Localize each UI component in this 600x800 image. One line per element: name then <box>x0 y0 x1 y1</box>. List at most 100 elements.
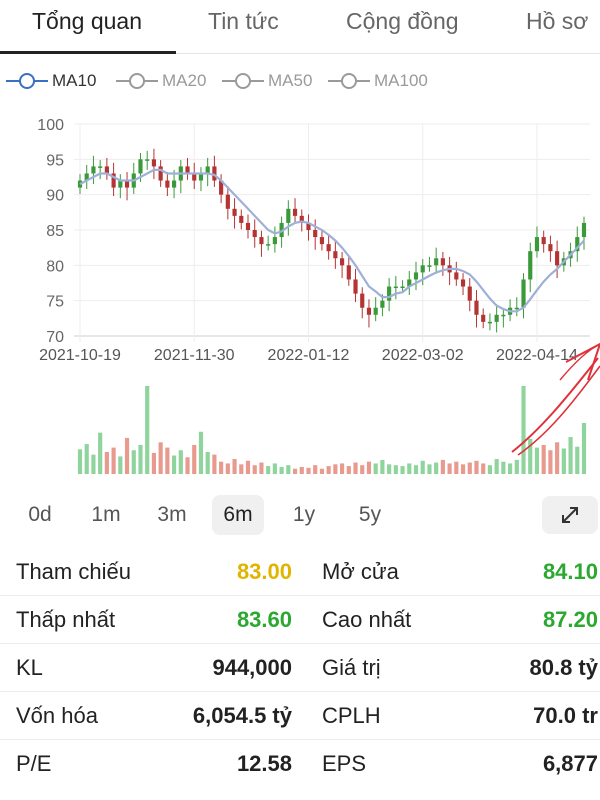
stat-open: Mở cửa 84.10 <box>322 548 598 596</box>
volume-bar <box>427 464 432 474</box>
ma20-toggle[interactable]: MA20 <box>116 64 206 98</box>
x-axis: 2021-10-19 2021-11-30 2022-01-12 2022-03-02… <box>39 347 578 364</box>
ma20-marker-icon <box>116 73 158 89</box>
volume-bar <box>407 463 412 474</box>
period-6m[interactable]: 6m <box>212 495 264 535</box>
period-1m[interactable]: 1m <box>91 503 121 526</box>
ma10-line <box>79 168 585 313</box>
candle <box>165 180 170 188</box>
candle <box>373 307 378 315</box>
candle <box>460 279 466 287</box>
candle <box>171 180 177 188</box>
volume-bar <box>245 460 251 474</box>
period-5y[interactable]: 5y <box>358 503 382 526</box>
stat-high: Cao nhất 87.20 <box>322 596 598 644</box>
candle <box>185 166 190 174</box>
volume-bar <box>561 448 566 474</box>
volume-bar <box>447 463 452 474</box>
stats-row: Thấp nhất 83.60 Cao nhất 87.20 <box>0 596 600 644</box>
volume-bar <box>171 455 177 474</box>
volume-bar <box>393 465 398 474</box>
x-tick-label: 2022-04-14 <box>496 347 578 364</box>
volume-bar <box>373 463 378 474</box>
candle <box>534 237 540 252</box>
volume-bar <box>575 446 580 474</box>
stat-value: 6,877 <box>542 751 598 776</box>
candle <box>454 272 459 280</box>
ma10-toggle[interactable]: MA10 <box>6 64 96 98</box>
volume-bar <box>434 462 439 474</box>
stat-value: 80.8 tỷ <box>529 655 599 680</box>
ma10-label: MA10 <box>52 71 97 90</box>
candle <box>292 208 298 216</box>
stats-row: P/E 12.58 EPS 6,877 <box>0 740 600 788</box>
volume-bar <box>286 465 291 474</box>
volume-bar <box>326 466 331 474</box>
volume-bar <box>131 450 136 474</box>
top-tab-bar: Tổng quan Tin tức Cộng đồng Hồ sơ <box>0 0 600 54</box>
stat-label: P/E <box>16 751 52 776</box>
expand-chart-button[interactable] <box>542 496 598 534</box>
y-tick-label: 70 <box>46 329 64 346</box>
expand-icon <box>562 507 578 523</box>
volume-bar <box>333 464 338 474</box>
candle <box>413 272 419 280</box>
candle <box>521 279 526 308</box>
volume-bar <box>292 468 298 474</box>
price-chart[interactable]: 100 95 90 85 80 75 70 2021-10-19 2021-11-30 2022… <box>0 100 600 485</box>
tab-profile[interactable]: Hồ sơ <box>526 8 589 34</box>
candle <box>158 166 163 181</box>
stat-shares-outstanding: CPLH 70.0 tr <box>322 692 598 740</box>
candle <box>366 307 372 315</box>
candle <box>239 215 244 223</box>
volume-bar <box>272 463 277 474</box>
volume-bar <box>111 447 116 474</box>
candle <box>407 279 412 287</box>
chart-grid <box>74 123 590 342</box>
active-tab-indicator <box>0 51 176 54</box>
volume-bar <box>360 465 365 474</box>
stat-low: Thấp nhất 83.60 <box>16 596 292 644</box>
candle <box>84 173 89 181</box>
volume-bar <box>124 437 130 474</box>
volume-bar <box>501 461 506 474</box>
period-0d[interactable]: 0d <box>28 503 52 526</box>
volume-bar <box>440 459 445 474</box>
volume-bars <box>77 386 587 474</box>
ma50-toggle[interactable]: MA50 <box>222 64 312 98</box>
stat-label: EPS <box>322 751 367 776</box>
candle <box>393 286 398 289</box>
candle <box>581 222 587 238</box>
candle <box>306 222 311 230</box>
candle <box>286 208 291 223</box>
candle <box>319 237 325 245</box>
ma10-marker-icon <box>6 73 48 89</box>
candle <box>104 166 109 174</box>
volume-bar <box>467 462 472 474</box>
y-tick-label: 100 <box>37 117 64 134</box>
candle <box>151 159 157 167</box>
tab-community[interactable]: Cộng đồng <box>346 8 459 34</box>
stat-eps: EPS 6,877 <box>322 740 598 788</box>
period-3m[interactable]: 3m <box>157 503 187 526</box>
period-1y[interactable]: 1y <box>292 503 316 526</box>
x-tick-label: 2021-10-19 <box>39 347 121 364</box>
volume-bar <box>420 460 425 474</box>
stat-reference: Tham chiếu 83.00 <box>16 548 292 596</box>
candle <box>333 251 338 259</box>
volume-bar <box>548 450 553 474</box>
volume-bar <box>178 450 183 474</box>
candle <box>541 237 546 245</box>
tab-overview[interactable]: Tổng quan <box>32 8 142 34</box>
stat-volume: KL 944,000 <box>16 644 292 692</box>
ma100-toggle[interactable]: MA100 <box>328 64 428 98</box>
stats-table: Tham chiếu 83.00 Mở cửa 84.10 Thấp nhất … <box>0 548 600 788</box>
candle <box>501 314 506 317</box>
candle <box>427 265 432 267</box>
candle <box>440 258 445 266</box>
candle <box>252 230 257 238</box>
x-tick-label: 2022-01-12 <box>268 347 350 364</box>
tab-news[interactable]: Tin tức <box>208 8 279 34</box>
volume-bar <box>534 447 540 474</box>
stat-value: 83.00 <box>236 559 292 584</box>
